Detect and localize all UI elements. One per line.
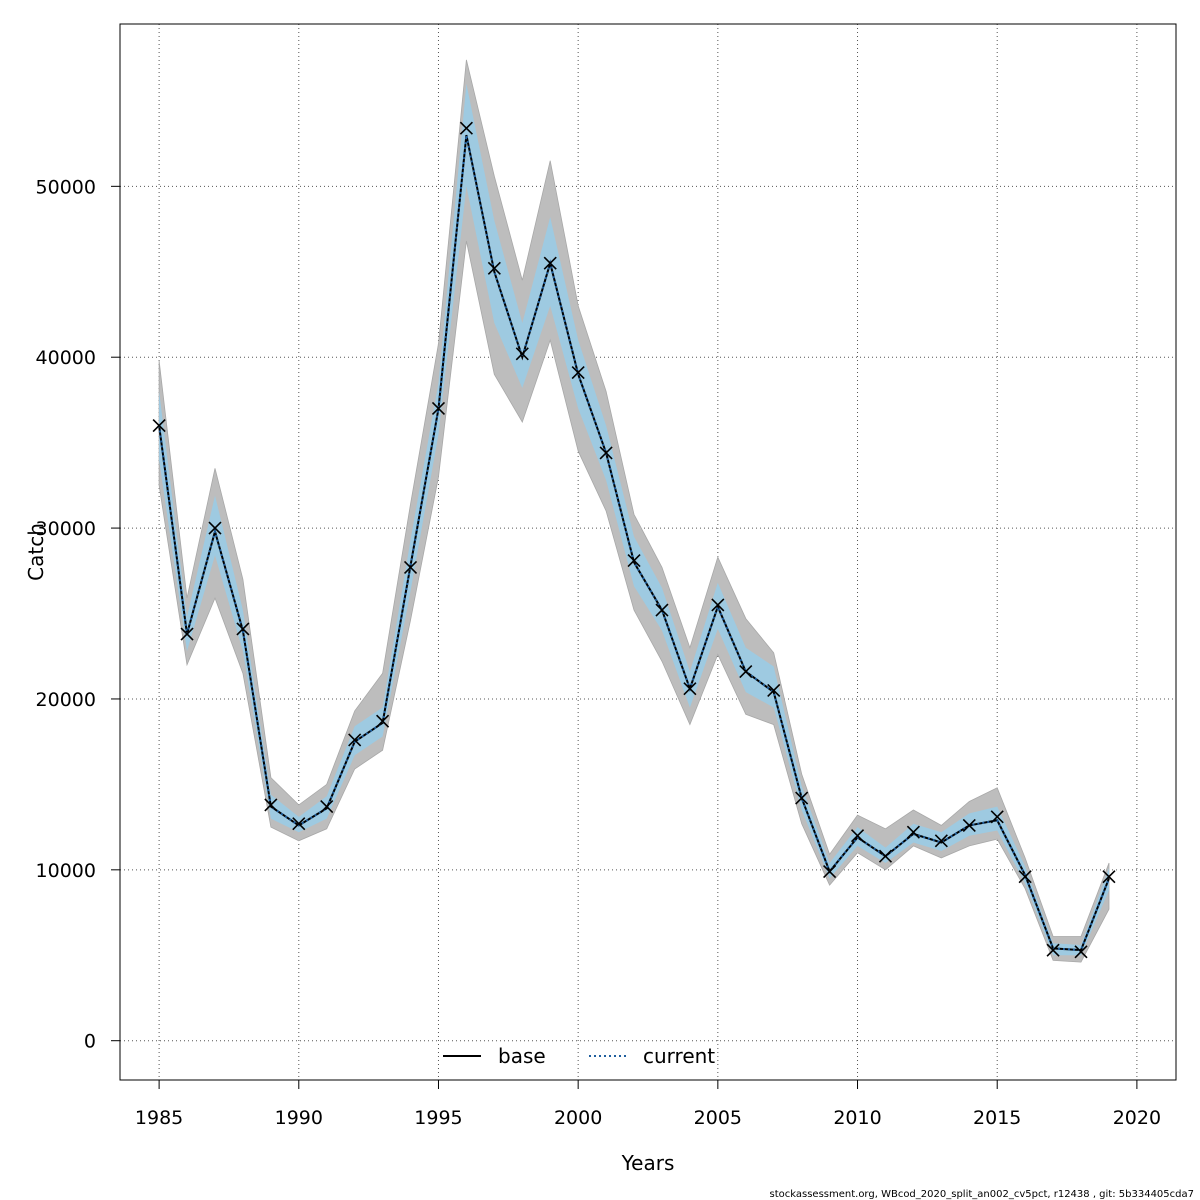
x-tick-label: 1995 xyxy=(414,1107,462,1129)
marker-stroke xyxy=(431,401,446,416)
marker-stroke xyxy=(627,553,641,568)
marker-stroke xyxy=(906,825,920,839)
observation-marker xyxy=(543,256,557,270)
observation-marker xyxy=(711,598,725,612)
marker-stroke xyxy=(152,418,166,433)
observation-marker xyxy=(683,682,697,696)
marker-stroke xyxy=(711,598,725,612)
marker-stroke xyxy=(376,714,390,728)
marker-stroke xyxy=(292,817,306,831)
y-tick-label: 20000 xyxy=(36,689,96,711)
outer-confidence-band xyxy=(158,59,1110,963)
legend: base current xyxy=(443,1044,715,1068)
marker-stroke xyxy=(208,521,222,535)
marker-stroke xyxy=(1046,943,1060,957)
y-tick-label: 40000 xyxy=(36,347,96,369)
observation-marker xyxy=(962,818,976,832)
marker-stroke xyxy=(236,622,250,636)
plot-frame xyxy=(119,23,1177,1081)
observation-marker xyxy=(739,665,753,679)
observation-marker xyxy=(823,864,837,879)
marker-stroke xyxy=(459,121,473,135)
confidence-bands xyxy=(158,59,1110,963)
observation-marker xyxy=(934,834,948,848)
marker-stroke xyxy=(1102,870,1116,884)
x-tick-label: 2005 xyxy=(694,1107,742,1129)
observation-marker xyxy=(627,553,641,568)
observation-markers xyxy=(152,121,1116,959)
observation-marker xyxy=(236,622,250,636)
x-tick-label: 2010 xyxy=(833,1107,881,1129)
marker-stroke xyxy=(348,733,362,747)
marker-stroke xyxy=(990,810,1004,824)
marker-stroke xyxy=(823,864,837,879)
observation-marker xyxy=(1046,943,1060,957)
observation-marker xyxy=(348,733,362,747)
footer-note: stockassessment.org, WBcod_2020_split_an… xyxy=(770,1189,1195,1200)
marker-stroke xyxy=(962,818,976,832)
x-tick-label: 2000 xyxy=(554,1107,602,1129)
marker-stroke xyxy=(767,683,781,697)
observation-marker xyxy=(264,798,278,812)
x-tick-label: 2015 xyxy=(973,1107,1021,1129)
axis-ticks: 1985 1990 1995 2000 2005 2010 2015 2020 0 10000 20… xyxy=(36,176,1162,1129)
marker-stroke xyxy=(487,261,501,275)
marker-stroke xyxy=(655,603,669,617)
observation-marker xyxy=(180,627,194,641)
observation-marker xyxy=(487,261,501,275)
x-axis-title: Years xyxy=(621,1151,675,1175)
x-tick-label: 1985 xyxy=(135,1107,183,1129)
marker-stroke xyxy=(264,798,278,812)
observation-marker xyxy=(655,603,669,617)
marker-stroke xyxy=(739,665,753,679)
observation-marker xyxy=(1018,870,1032,884)
y-tick-label: 10000 xyxy=(36,860,96,882)
marker-stroke xyxy=(683,682,697,696)
observation-marker xyxy=(990,810,1004,824)
series-lines xyxy=(158,134,1110,952)
marker-stroke xyxy=(795,791,809,805)
legend-label-base: base xyxy=(498,1044,546,1068)
observation-marker xyxy=(878,849,893,863)
marker-stroke xyxy=(515,347,529,361)
observation-marker xyxy=(376,714,390,728)
marker-stroke xyxy=(934,834,948,848)
observation-marker xyxy=(320,800,334,814)
observation-marker xyxy=(431,401,446,416)
marker-stroke xyxy=(1018,870,1032,884)
y-tick-label: 0 xyxy=(84,1031,96,1053)
marker-stroke xyxy=(571,366,585,380)
marker-stroke xyxy=(543,256,557,270)
series-line-base xyxy=(158,134,1110,952)
observation-marker xyxy=(208,521,222,535)
marker-stroke xyxy=(403,560,418,574)
observation-marker xyxy=(599,446,613,460)
grid-layer xyxy=(120,24,1176,1080)
marker-stroke xyxy=(878,849,893,863)
marker-stroke xyxy=(850,829,865,843)
x-tick-label: 2020 xyxy=(1113,1107,1161,1129)
observation-marker xyxy=(292,817,306,831)
marker-stroke xyxy=(180,627,194,641)
observation-marker xyxy=(906,825,920,839)
observation-marker xyxy=(1102,870,1116,884)
observation-marker xyxy=(795,791,809,805)
marker-stroke xyxy=(1074,945,1088,959)
observation-marker xyxy=(152,418,166,433)
x-tick-label: 1990 xyxy=(275,1107,323,1129)
observation-marker xyxy=(459,121,473,135)
marker-stroke xyxy=(320,800,334,814)
observation-marker xyxy=(767,683,781,697)
observation-marker xyxy=(571,366,585,380)
marker-stroke xyxy=(599,446,613,460)
legend-label-current: current xyxy=(643,1044,715,1068)
observation-marker xyxy=(515,347,529,361)
observation-marker xyxy=(403,560,418,574)
y-tick-label: 30000 xyxy=(36,518,96,540)
observation-marker xyxy=(1074,945,1088,959)
y-tick-label: 50000 xyxy=(36,176,96,198)
y-axis-title: Catch xyxy=(24,523,48,581)
observation-marker xyxy=(850,829,865,843)
